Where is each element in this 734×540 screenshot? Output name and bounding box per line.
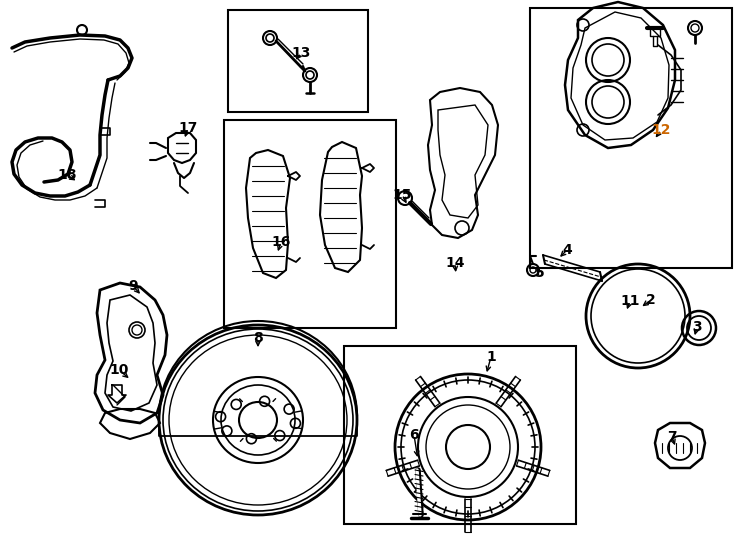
Text: 9: 9 bbox=[128, 279, 138, 293]
Text: 10: 10 bbox=[109, 363, 128, 377]
Text: 17: 17 bbox=[178, 121, 197, 135]
Text: 1: 1 bbox=[486, 350, 496, 364]
Bar bbox=[224, 120, 396, 328]
Text: 14: 14 bbox=[446, 256, 465, 270]
Text: 4: 4 bbox=[562, 243, 572, 257]
Text: 7: 7 bbox=[667, 430, 677, 444]
Text: 5: 5 bbox=[535, 266, 545, 280]
Text: 3: 3 bbox=[692, 320, 702, 334]
Text: 12: 12 bbox=[651, 123, 671, 137]
Text: 2: 2 bbox=[646, 293, 656, 307]
Bar bbox=[530, 8, 732, 268]
Text: 11: 11 bbox=[620, 294, 640, 308]
Text: 16: 16 bbox=[272, 235, 291, 249]
Text: 15: 15 bbox=[392, 188, 412, 202]
Text: 18: 18 bbox=[57, 168, 77, 182]
Text: 6: 6 bbox=[409, 428, 419, 442]
Text: 8: 8 bbox=[253, 331, 263, 345]
Text: 13: 13 bbox=[291, 46, 310, 60]
Bar bbox=[228, 10, 368, 112]
Bar bbox=[344, 346, 576, 524]
